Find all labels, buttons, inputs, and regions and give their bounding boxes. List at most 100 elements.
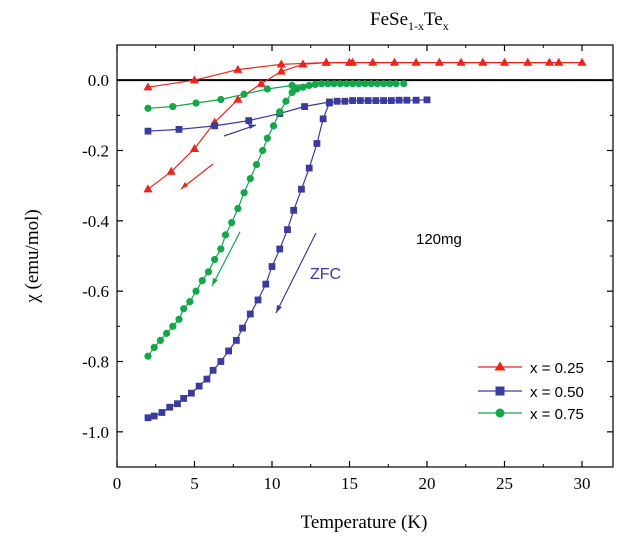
series-3-fc-line <box>147 83 316 109</box>
series-1-zfc-point <box>233 94 243 103</box>
series-3-zfc-point <box>342 80 350 88</box>
series-3-zfc-point <box>373 80 381 88</box>
series-2-zfc-line <box>147 99 428 419</box>
series-3-fc-point <box>311 80 319 88</box>
series-3-zfc-point <box>386 80 394 88</box>
legend-label-3: x = 0.75 <box>530 406 584 423</box>
series-2-zfc-point <box>239 324 246 332</box>
series-2-zfc-point <box>174 400 181 408</box>
series-3-zfc-point <box>263 134 271 142</box>
series-3-zfc-point <box>144 352 152 360</box>
series-3-zfc-point <box>217 245 225 253</box>
arrow-green-cooling-head <box>212 278 218 286</box>
series-1-fc-point <box>544 57 555 66</box>
y-tick-label: -0.4 <box>82 212 109 231</box>
series-2-zfc-point <box>298 185 305 193</box>
y-tick-label: -1.0 <box>82 423 109 442</box>
series-2-fc-point <box>245 117 253 125</box>
legend-label-2: x = 0.50 <box>530 384 584 401</box>
series-2-zfc-point <box>372 97 380 104</box>
x-axis-label: Temperature (K) <box>301 512 428 533</box>
series-1-fc-point <box>411 57 421 66</box>
series-1-zfc-point <box>143 184 153 193</box>
legend-marker-1 <box>494 361 506 371</box>
series-1-fc-point <box>233 64 243 73</box>
series-2-zfc-point <box>341 97 349 105</box>
series-2-zfc-point <box>166 403 174 411</box>
y-tick-label: -0.6 <box>82 282 109 301</box>
series-layer <box>143 57 587 422</box>
x-tick-label: 30 <box>574 474 591 493</box>
series-2-zfc-point <box>333 97 341 105</box>
y-tick-label: -0.2 <box>82 142 109 161</box>
x-tick-label: 25 <box>496 474 513 493</box>
x-tick-label: 5 <box>190 474 199 493</box>
arrow-blue-warming-head <box>248 124 256 129</box>
series-2-zfc-point <box>313 140 321 147</box>
series-1-fc-point <box>389 57 400 66</box>
series-1-fc-point <box>321 57 331 66</box>
series-2-zfc-point <box>225 347 232 355</box>
series-2-zfc-point <box>144 414 152 422</box>
title-base: FeSe <box>370 9 408 30</box>
series-3-zfc-point <box>252 160 261 169</box>
series-3-zfc-point <box>228 218 236 227</box>
annotation-zfc: ZFC <box>310 266 341 283</box>
y-axis-label: χ (emu/mol) <box>22 209 43 303</box>
arrow-red-cooling-head <box>181 182 188 189</box>
series-3-zfc-point <box>204 268 213 276</box>
series-2-zfc-point <box>254 296 262 304</box>
annotation-mass: 120mg <box>416 231 462 248</box>
series-3-zfc-point <box>156 336 164 344</box>
series-3-fc-point <box>263 85 271 93</box>
series-3-zfc-point <box>211 255 219 264</box>
series-3-zfc-point <box>175 315 183 323</box>
series-2-zfc-point <box>403 96 411 104</box>
series-1-fc-point <box>348 57 358 66</box>
series-3-zfc-point <box>221 231 230 239</box>
series-2-zfc-point <box>158 409 166 416</box>
title-sub-1: 1-x <box>408 19 424 33</box>
series-2-fc-point <box>301 103 308 110</box>
series-2-zfc-point <box>364 97 372 104</box>
series-3-zfc-point <box>318 80 326 88</box>
arrow-blue-zfc <box>275 232 317 314</box>
series-3-zfc-point <box>276 108 284 116</box>
series-2-zfc-point <box>268 263 276 270</box>
series-1-zfc-point <box>256 78 266 87</box>
y-tick-label: 0.0 <box>88 71 109 90</box>
series-3-zfc-point <box>150 343 158 352</box>
series-3-fc-point <box>144 104 152 112</box>
title-mid: Te <box>424 9 443 30</box>
series-3-zfc-point <box>259 146 267 155</box>
series-3-fc-point <box>240 90 248 98</box>
series-2-zfc-point <box>188 389 195 397</box>
series-3-zfc-point <box>361 80 369 88</box>
series-3-fc-point <box>192 99 200 107</box>
series-1-fc-point <box>434 57 444 66</box>
series-1-fc-point <box>456 57 466 66</box>
series-3-zfc-point <box>169 322 177 330</box>
series-3-zfc-point <box>324 80 332 88</box>
x-tick-label: 0 <box>113 474 122 493</box>
plot-frame <box>116 44 614 468</box>
x-tick-label: 15 <box>341 474 358 493</box>
series-2-zfc-point <box>380 97 387 104</box>
axis-ticks: 0 5 10 15 20 25 30 0.0 -0.2 -0.4 -0.6 -0.8 -1.0 <box>82 44 613 493</box>
legend: x = 0.25 x = 0.50 x = 0.75 <box>478 360 584 423</box>
series-2-zfc-point <box>395 96 403 104</box>
series-2-zfc-point <box>209 366 217 374</box>
series-3-zfc-point <box>192 287 200 295</box>
series-2-zfc-point <box>412 96 420 104</box>
series-3-zfc-point <box>330 80 338 88</box>
series-3-zfc-point <box>336 80 344 88</box>
series-3-fc-point <box>217 95 225 104</box>
arrow-green-cooling <box>211 231 241 287</box>
series-3-zfc-point <box>180 305 188 313</box>
series-2-zfc-point <box>356 97 364 104</box>
series-3-zfc-point <box>282 97 290 105</box>
series-3-zfc-point <box>240 189 248 197</box>
arrow-blue-zfc-head <box>276 305 282 313</box>
title-sub-2: x <box>443 19 449 33</box>
